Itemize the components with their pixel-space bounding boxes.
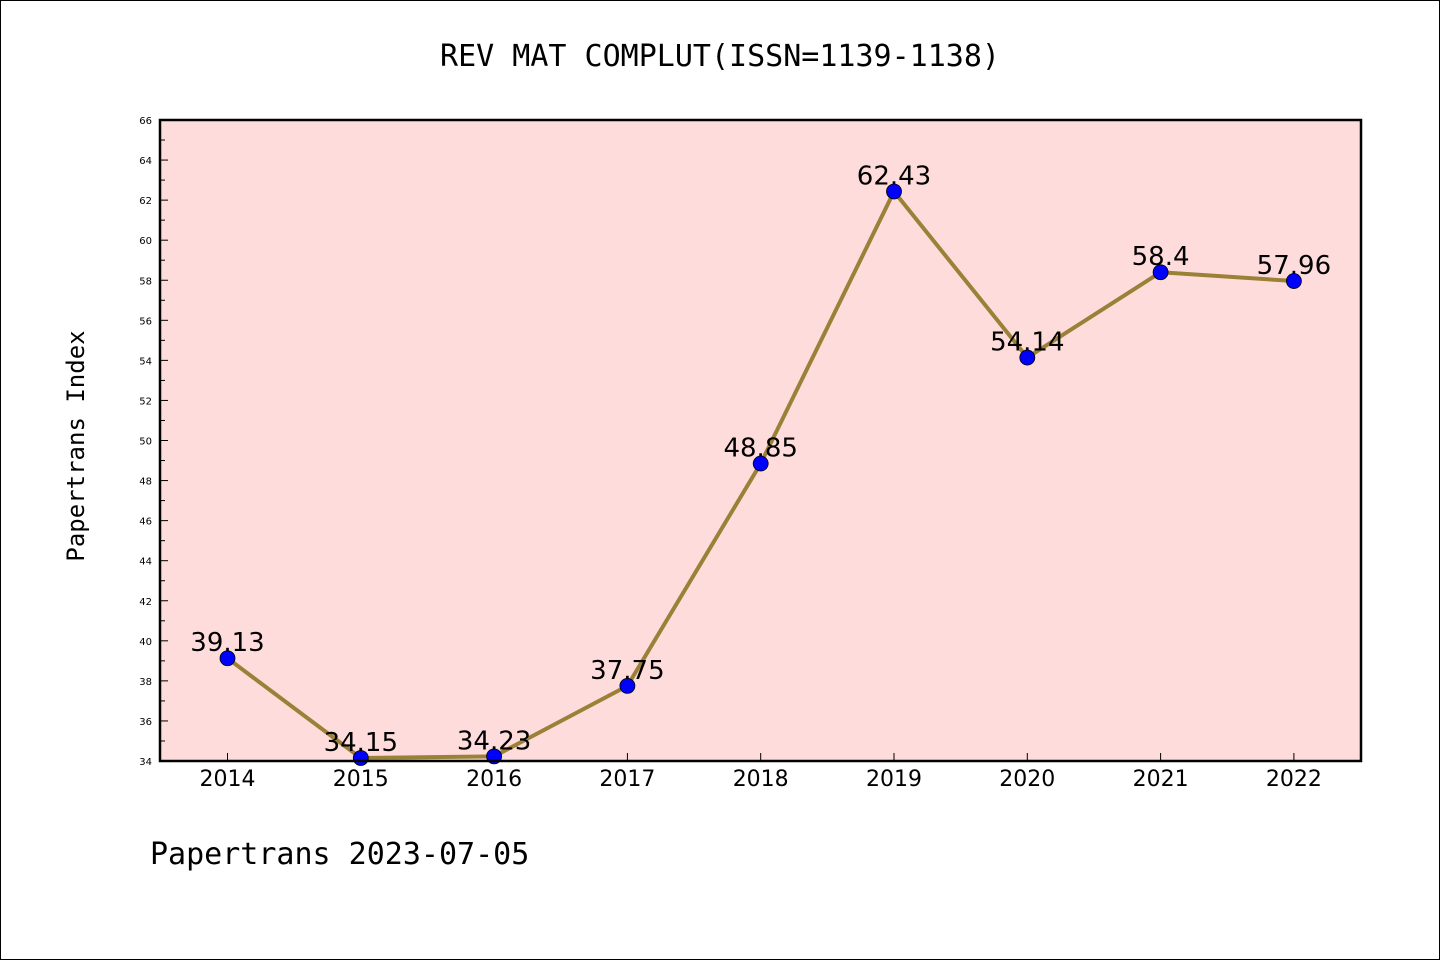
y-tick-label: 62 <box>139 196 152 207</box>
y-tick-label: 52 <box>139 396 152 407</box>
data-label: 37.75 <box>590 656 664 686</box>
y-tick-label: 54 <box>139 356 152 367</box>
data-label: 34.15 <box>324 728 398 758</box>
y-tick-label: 40 <box>139 637 152 648</box>
x-tick-label: 2014 <box>200 767 256 792</box>
x-tick-label: 2022 <box>1266 767 1322 792</box>
data-point <box>619 677 636 694</box>
data-label: 54.14 <box>990 328 1064 358</box>
chart-title: REV MAT COMPLUT(ISSN=1139-1138) <box>440 39 1000 74</box>
x-tick-label: 2018 <box>733 767 789 792</box>
x-tick-label: 2021 <box>1133 767 1189 792</box>
y-tick-label: 38 <box>139 677 152 688</box>
y-tick-label: 46 <box>139 517 152 528</box>
data-point <box>886 183 902 200</box>
y-axis-label: Papertrans Index <box>62 330 90 561</box>
data-label: 57.96 <box>1257 251 1331 281</box>
data-point <box>1152 264 1169 281</box>
y-tick-label: 60 <box>139 236 152 247</box>
x-tick-label: 2020 <box>999 767 1055 792</box>
y-tick-label: 34 <box>139 757 152 768</box>
data-label: 48.85 <box>723 434 797 464</box>
data-point <box>1019 349 1036 366</box>
y-tick-label: 36 <box>139 717 152 728</box>
plot-area: 34 36 38 40 42 44 46 48 50 52 54 56 58 60 62 64 66 2014 20… <box>139 116 1363 792</box>
data-label: 62.43 <box>857 162 931 192</box>
y-tick-label: 58 <box>139 276 152 287</box>
plot-background <box>160 120 1361 761</box>
x-tick-label: 2015 <box>333 767 389 792</box>
x-tick-label: 2017 <box>599 767 655 792</box>
y-tick-label: 64 <box>139 156 152 167</box>
x-tick-label: 2016 <box>466 767 522 792</box>
data-point <box>1286 273 1302 289</box>
footer-text: Papertrans 2023-07-05 <box>150 837 529 872</box>
y-tick-label: 56 <box>139 316 152 327</box>
y-tick-label: 66 <box>139 116 152 127</box>
data-label: 34.23 <box>457 726 531 756</box>
y-tick-label: 42 <box>139 597 152 608</box>
x-tick-label: 2019 <box>866 767 922 792</box>
y-tick-label: 48 <box>139 477 152 488</box>
y-tick-label: 50 <box>139 437 152 448</box>
data-label: 58.4 <box>1132 242 1190 272</box>
y-tick-label: 44 <box>139 557 152 568</box>
data-label: 39.13 <box>190 628 264 658</box>
plot-border <box>158 118 1363 763</box>
data-point <box>752 455 769 472</box>
data-point <box>219 650 236 667</box>
